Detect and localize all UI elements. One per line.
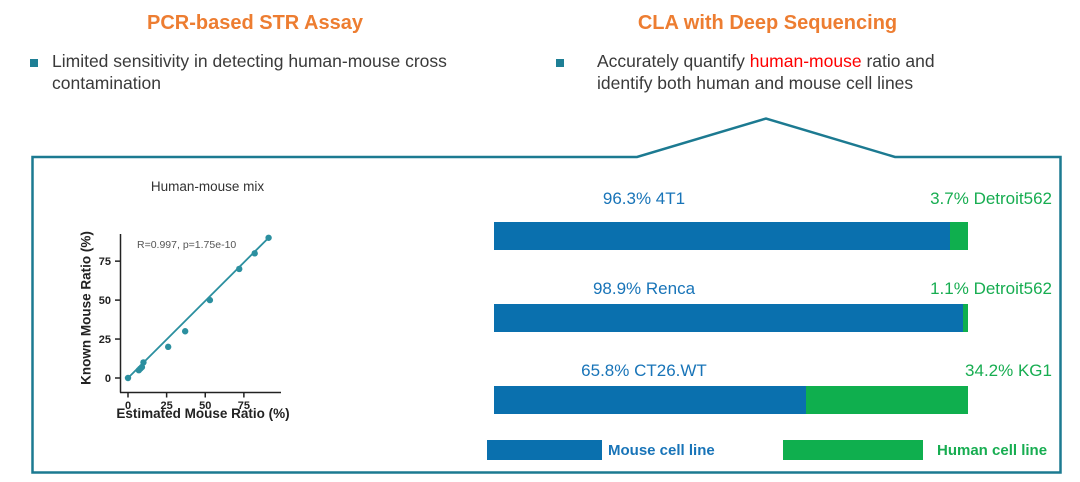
stacked-bar-3: [494, 386, 968, 414]
left-bullet-line1: Limited sensitivity in detecting human-m…: [52, 51, 447, 71]
left-panel-title: PCR-based STR Assay: [147, 12, 363, 34]
bar-row-2-labels: 98.9% Renca 1.1% Detroit562: [494, 279, 1054, 300]
mouse-percentage-label: 98.9% Renca: [592, 279, 696, 298]
bar-row-1-labels: 96.3% 4T1 3.7% Detroit562: [494, 189, 1054, 210]
mouse-percentage-label: 65.8% CT26.WT: [581, 361, 707, 380]
right-bullet-line2: identify both human and mouse cell lines: [597, 72, 914, 93]
svg-text:50: 50: [99, 295, 111, 307]
stacked-bar-2: [494, 304, 968, 332]
svg-text:25: 25: [99, 334, 111, 346]
scatter-annotation: R=0.997, p=1.75e-10: [137, 239, 237, 251]
human-bar-segment: [805, 386, 968, 414]
stacked-bar-1: [494, 222, 968, 250]
human-bar-segment: [950, 222, 968, 250]
human-percentage-label: 34.2% KG1: [965, 361, 1052, 380]
left-bullet-line2: contamination: [52, 72, 161, 93]
mouse-percentage-label: 96.3% 4T1: [602, 189, 686, 208]
bullet-square-icon: [556, 59, 564, 67]
human-legend-label: Human cell line: [937, 442, 1048, 459]
scatter-title: Human-mouse mix: [150, 179, 265, 194]
bullet-square-icon: [30, 59, 38, 67]
mouse-legend-swatch: [487, 440, 602, 460]
svg-text:75: 75: [99, 256, 111, 268]
red-highlight-text: human-mouse: [749, 51, 862, 71]
right-panel-title: CLA with Deep Sequencing: [637, 12, 898, 34]
mouse-bar-segment: [494, 222, 951, 250]
right-bullet-text: Accurately quantify human-mouse ratio an…: [597, 51, 1037, 94]
human-percentage-label: 1.1% Detroit562: [930, 279, 1052, 298]
human-percentage-label: 3.7% Detroit562: [930, 189, 1052, 208]
mouse-legend-label: Mouse cell line: [608, 442, 715, 459]
left-bullet-text: Limited sensitivity in detecting human-m…: [52, 51, 532, 94]
human-bar-segment: [962, 304, 968, 332]
mouse-bar-segment: [494, 304, 963, 332]
mouse-bar-segment: [494, 386, 806, 414]
right-bullet-line1: Accurately quantify human-mouse ratio an…: [597, 51, 935, 71]
scatter-y-axis-label: Known Mouse Ratio (%): [78, 231, 94, 385]
bar-row-3-labels: 65.8% CT26.WT 34.2% KG1: [494, 361, 1054, 382]
human-legend-swatch: [783, 440, 923, 460]
scatter-x-axis-label: Estimated Mouse Ratio (%): [116, 406, 290, 421]
svg-text:0: 0: [105, 373, 111, 385]
